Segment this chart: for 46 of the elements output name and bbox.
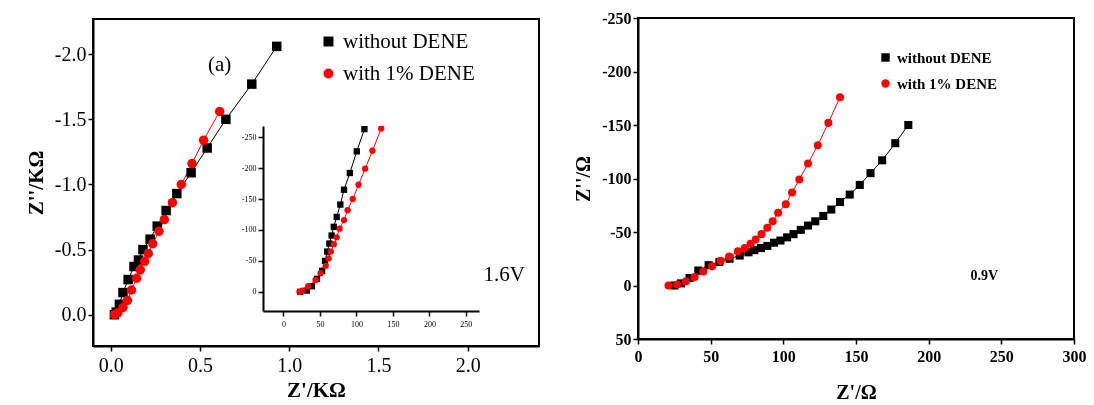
y-tick-label: -200 <box>241 163 257 173</box>
y-tick-label: -150 <box>241 194 257 204</box>
y-tick-label: -50 <box>610 223 632 241</box>
x-axis-title: Z'/KΩ <box>287 377 346 402</box>
x-tick-label: 50 <box>316 319 325 329</box>
legend-label: with 1% DENE <box>897 75 998 92</box>
x-tick-label: 250 <box>989 347 1014 365</box>
y-tick-label: 0 <box>252 287 257 297</box>
y-tick-label: -100 <box>241 225 257 235</box>
y-tick-label: -2.0 <box>54 42 87 65</box>
y-tick-label: -150 <box>602 116 632 134</box>
y-tick-label: -50 <box>245 256 257 266</box>
x-tick-label: 300 <box>1062 347 1087 365</box>
x-tick-label: 250 <box>460 319 473 329</box>
y-tick-label: -1.0 <box>54 172 87 195</box>
legend-label: with 1% DENE <box>343 60 475 85</box>
y-tick-label: -1.5 <box>54 107 87 130</box>
legend-label: without DENE <box>897 49 992 66</box>
y-tick-label: -0.5 <box>54 238 87 261</box>
y-axis-title: Z''/KΩ <box>23 150 48 216</box>
x-tick-label: 2.0 <box>455 353 481 376</box>
y-tick-label: 50 <box>615 330 632 348</box>
x-tick-label: 100 <box>771 347 796 365</box>
x-tick-label: 200 <box>423 319 436 329</box>
x-tick-label: 0 <box>634 347 643 365</box>
x-tick-label: 0.0 <box>98 353 124 376</box>
x-tick-label: 1.0 <box>277 353 303 376</box>
y-tick-label: 0 <box>623 277 632 294</box>
annotation: 1.6V <box>483 262 525 286</box>
y-tick-label: -250 <box>602 9 632 27</box>
y-axis-title: Z''/Ω <box>572 155 595 203</box>
x-tick-label: 0 <box>281 319 286 329</box>
x-axis-title: Z'/Ω <box>836 380 877 403</box>
x-tick-label: 100 <box>350 319 363 329</box>
x-tick-label: 0.5 <box>188 353 214 376</box>
x-tick-label: 150 <box>844 347 869 365</box>
y-tick-label: -200 <box>602 63 632 80</box>
annotation: 0.9V <box>970 268 998 283</box>
x-tick-label: 50 <box>703 347 720 365</box>
x-tick-label: 200 <box>917 347 942 365</box>
x-tick-label: 150 <box>387 319 400 329</box>
y-tick-label: -250 <box>241 132 257 142</box>
legend-label: without DENE <box>343 28 469 53</box>
annotation: (a) <box>208 52 232 76</box>
x-tick-label: 1.5 <box>366 353 392 376</box>
y-tick-label: -100 <box>602 170 632 187</box>
